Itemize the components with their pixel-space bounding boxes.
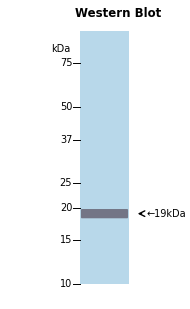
FancyBboxPatch shape [81,209,128,218]
Text: Western Blot: Western Blot [75,7,161,20]
Text: 37: 37 [60,135,72,145]
Text: 25: 25 [60,179,72,188]
Text: ←19kDa: ←19kDa [146,209,186,219]
Text: kDa: kDa [51,44,70,54]
Bar [80,31,129,284]
Text: 75: 75 [60,57,72,68]
Text: 50: 50 [60,102,72,112]
Text: 10: 10 [60,279,72,289]
Text: 20: 20 [60,203,72,213]
Text: 15: 15 [60,235,72,245]
